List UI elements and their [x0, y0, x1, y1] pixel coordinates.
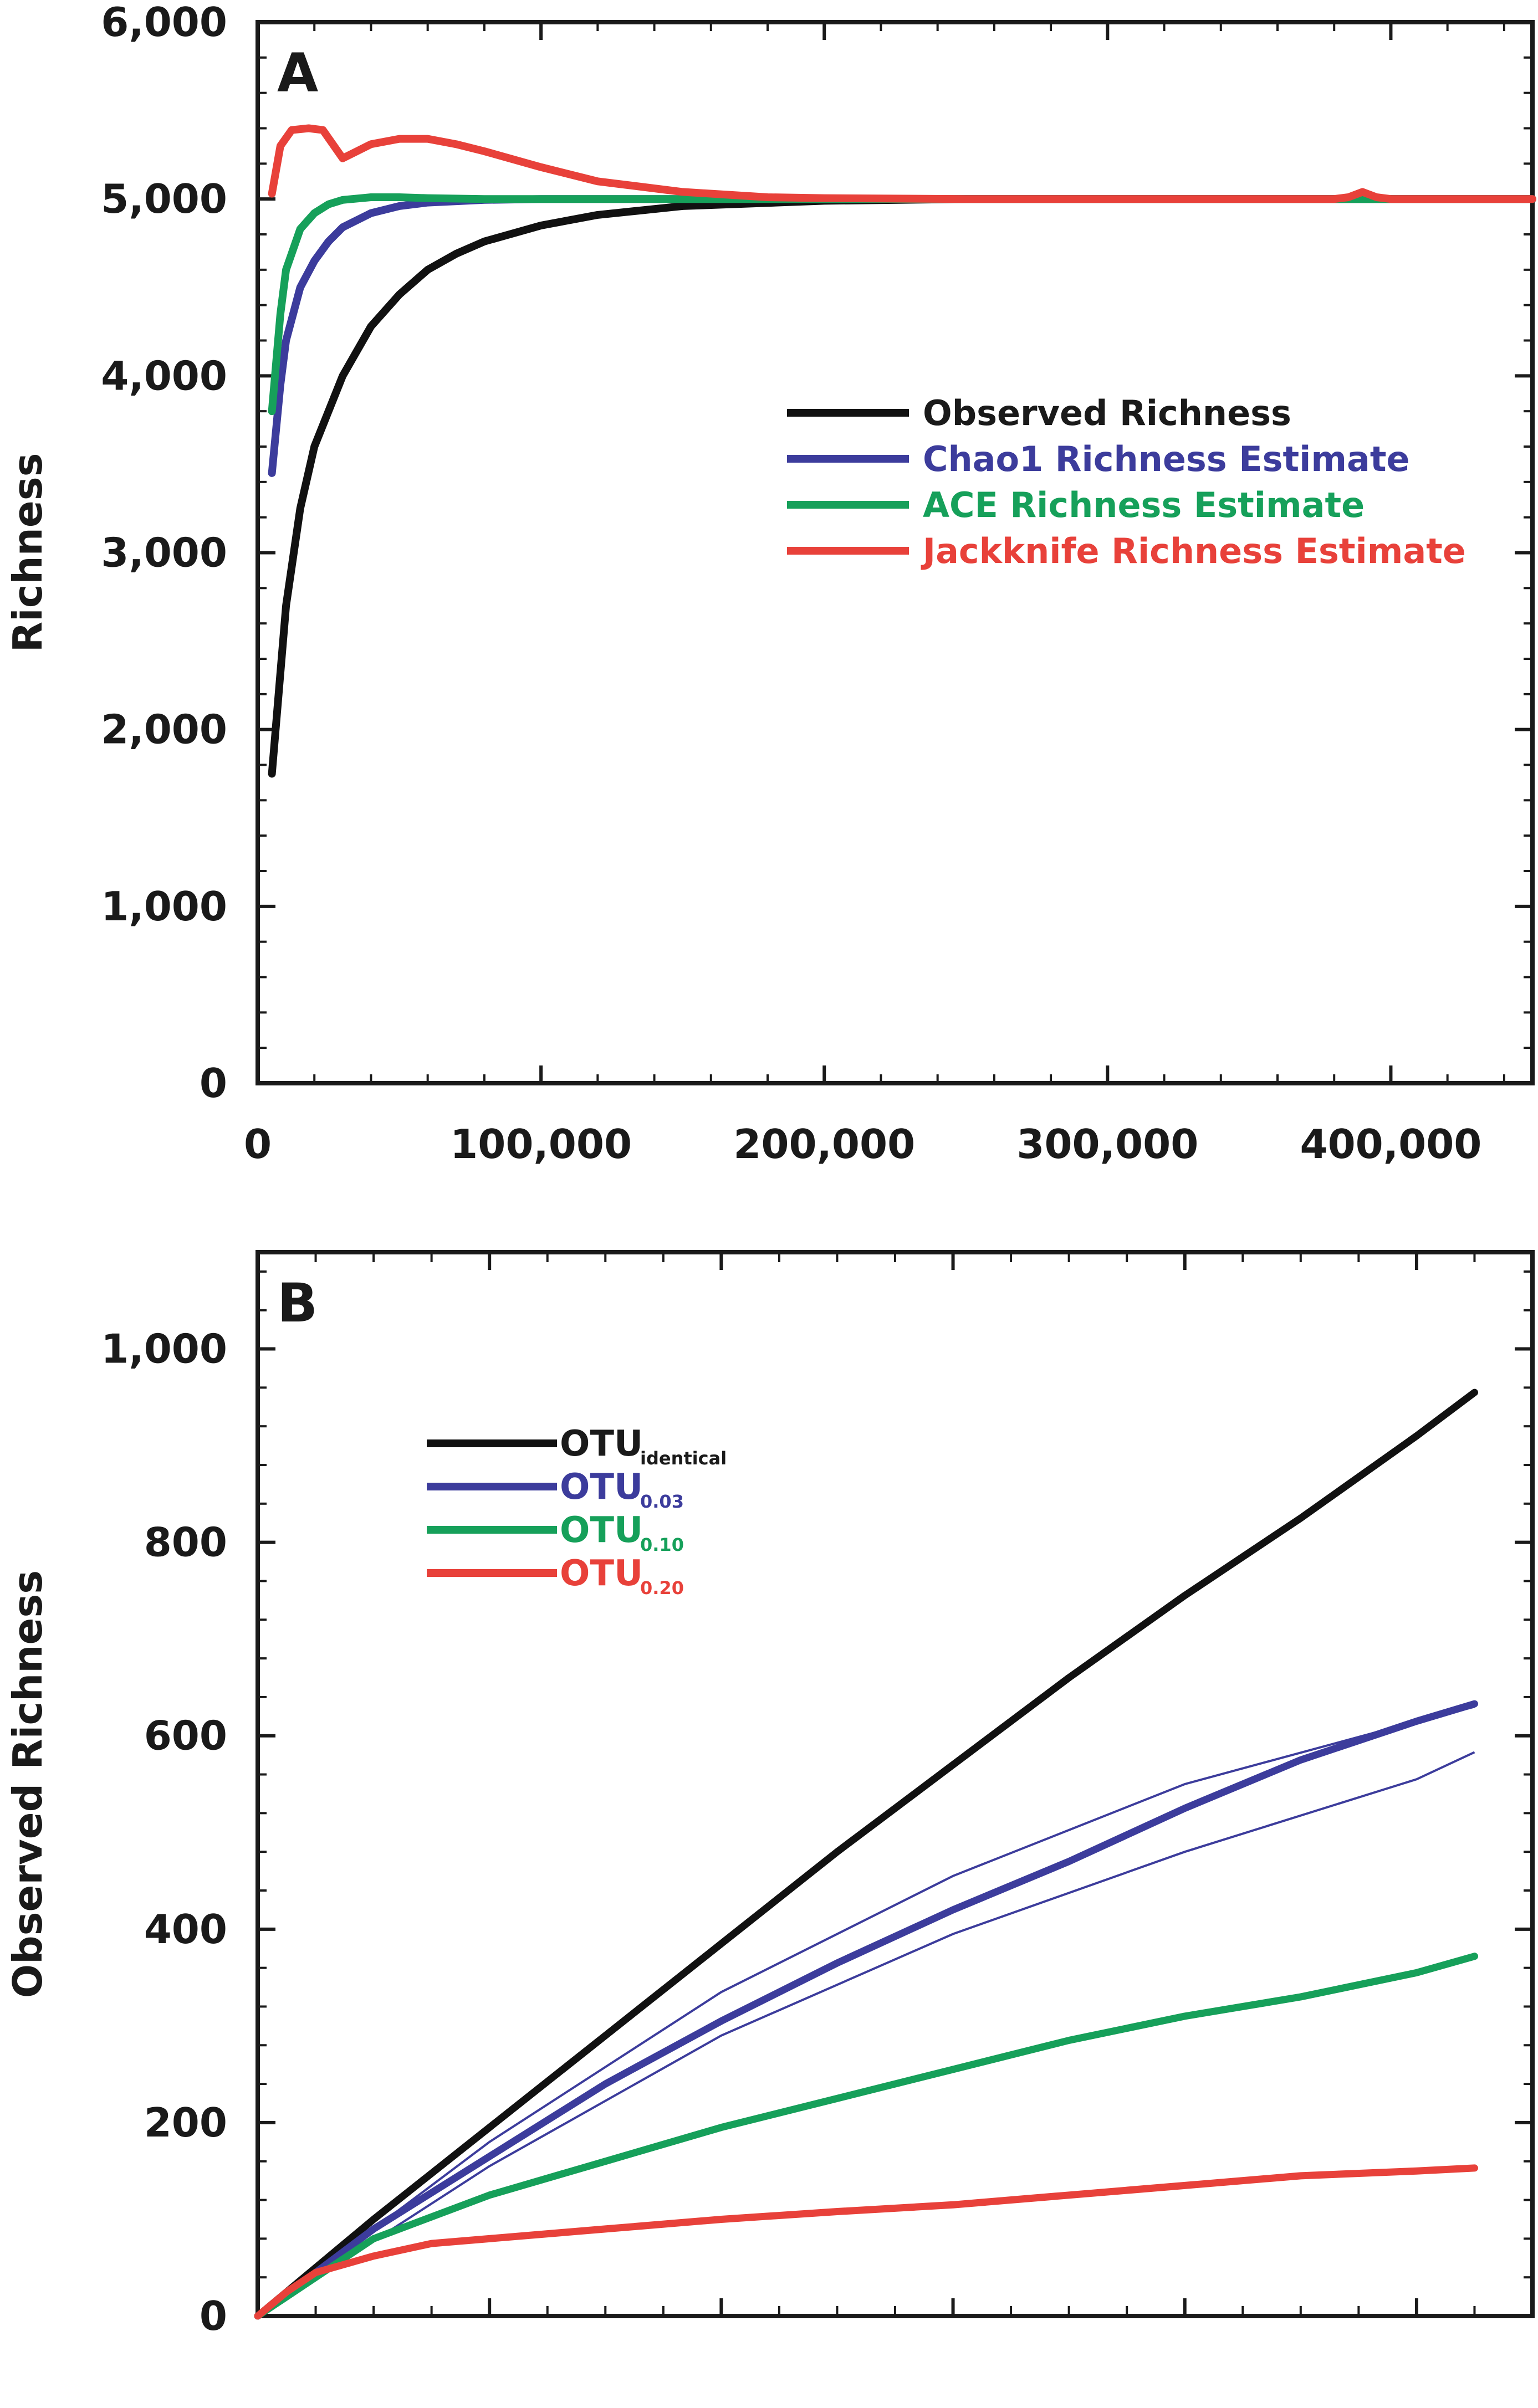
- legend-label-b: OTU: [560, 1553, 643, 1594]
- legend-subscript-b: 0.20: [640, 1577, 684, 1598]
- legend-label-a: Jackknife Richness Estimate: [921, 531, 1466, 571]
- series-line-otu-0.10: [254, 1953, 1478, 2320]
- legend-subscript-b: identical: [640, 1448, 727, 1469]
- y-tick-label-a: 6,000: [101, 0, 227, 45]
- panel-label-b: B: [277, 1272, 318, 1334]
- series-line-jackknife-richness-estimate: [268, 124, 1536, 203]
- legend-label-a: Observed Richness: [923, 393, 1291, 433]
- y-tick-label-b: 1,000: [101, 1326, 227, 1372]
- y-tick-label-a: 5,000: [101, 176, 227, 222]
- x-tick-label-a: 0: [244, 1121, 272, 1167]
- series-line-otu-0.20: [254, 2164, 1478, 2320]
- x-tick-label-a: 100,000: [450, 1121, 632, 1167]
- series-line-otu-0.03: [254, 1700, 1478, 2320]
- x-tick-label-a: 200,000: [733, 1121, 915, 1167]
- y-axis-title-b: Observed Richness: [4, 1570, 51, 1998]
- y-axis-title-a: Richness: [4, 453, 51, 653]
- legend-label-a: Chao1 Richness Estimate: [923, 439, 1410, 479]
- y-tick-label-b: 0: [200, 2293, 227, 2339]
- legend-subscript-b: 0.03: [640, 1491, 684, 1512]
- ci-lower-otu-0.03: [257, 1751, 1475, 2317]
- legend-subscript-b: 0.10: [640, 1534, 684, 1555]
- x-tick-label-a: 400,000: [1300, 1121, 1481, 1167]
- y-tick-label-a: 4,000: [101, 352, 227, 399]
- y-tick-label-b: 600: [144, 1713, 227, 1759]
- y-tick-label-a: 3,000: [101, 530, 227, 576]
- y-tick-label-a: 1,000: [101, 883, 227, 930]
- series-line-otu-identical: [254, 1389, 1478, 2320]
- legend-label-a: ACE Richness Estimate: [923, 485, 1365, 525]
- y-tick-label-b: 400: [144, 1906, 227, 1953]
- y-tick-label-b: 800: [144, 1519, 227, 1566]
- x-tick-label-a: 300,000: [1016, 1121, 1198, 1167]
- legend-label-b: OTU: [560, 1467, 643, 1508]
- y-tick-label-a: 2,000: [101, 706, 227, 753]
- panel-a: 0 1,000 2,000 3,000 4,000 5,000 6,000 0 100,000 2…: [4, 0, 1536, 1167]
- panel-label-a: A: [277, 42, 318, 104]
- y-tick-label-a: 0: [200, 1060, 227, 1106]
- legend-label-b: OTU: [560, 1423, 643, 1464]
- legend-label-b: OTU: [560, 1510, 643, 1551]
- y-tick-label-b: 200: [144, 2099, 227, 2146]
